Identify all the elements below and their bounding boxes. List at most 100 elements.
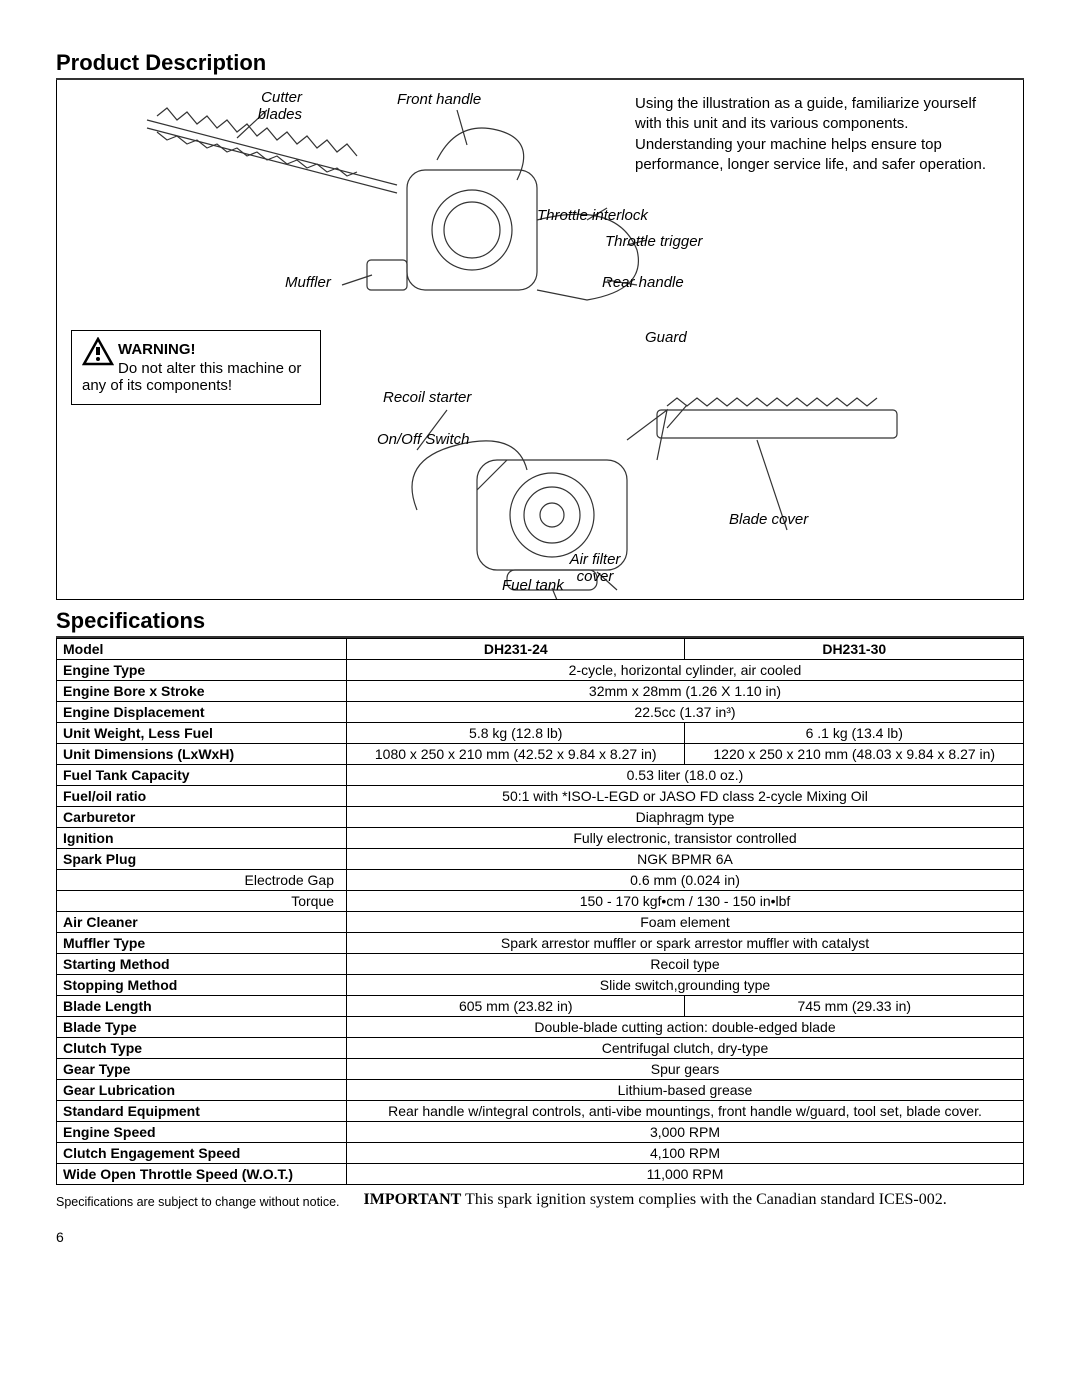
spec-value-cell: 5.8 kg (12.8 lb) xyxy=(347,723,685,744)
spec-value-cell: Slide switch,grounding type xyxy=(347,975,1024,996)
table-row: Wide Open Throttle Speed (W.O.T.)11,000 … xyxy=(57,1164,1024,1185)
table-row: Blade TypeDouble-blade cutting action: d… xyxy=(57,1017,1024,1038)
table-row: Gear TypeSpur gears xyxy=(57,1059,1024,1080)
warning-box: WARNING! Do not alter this machine or an… xyxy=(71,330,321,405)
table-row: Blade Length605 mm (23.82 in)745 mm (29.… xyxy=(57,996,1024,1017)
table-row: Air CleanerFoam element xyxy=(57,912,1024,933)
label-cutter-blades-text: Cutter blades xyxy=(258,89,302,123)
spec-label-cell: Torque xyxy=(57,891,347,912)
spec-value-cell: Spark arrestor muffler or spark arrestor… xyxy=(347,933,1024,954)
spec-value-cell: Diaphragm type xyxy=(347,807,1024,828)
label-throttle-trigger: Throttle trigger xyxy=(605,234,703,251)
table-row: Fuel Tank Capacity0.53 liter (18.0 oz.) xyxy=(57,765,1024,786)
warning-heading: WARNING! xyxy=(118,341,310,358)
warning-icon xyxy=(82,337,114,367)
spec-value-cell: 0.6 mm (0.024 in) xyxy=(347,870,1024,891)
specifications-table: Model DH231-24 DH231-30 Engine Type2-cyc… xyxy=(56,638,1024,1185)
spec-label-cell: Blade Length xyxy=(57,996,347,1017)
spec-label-cell: Engine Bore x Stroke xyxy=(57,681,347,702)
spec-label-cell: Muffler Type xyxy=(57,933,347,954)
table-row: Spark PlugNGK BPMR 6A xyxy=(57,849,1024,870)
spec-label-cell: Unit Dimensions (LxWxH) xyxy=(57,744,347,765)
label-cutter-blades: Cutter blades xyxy=(232,90,302,123)
spec-value-cell: 1220 x 250 x 210 mm (48.03 x 9.84 x 8.27… xyxy=(685,744,1024,765)
table-row: Fuel/oil ratio50:1 with *ISO-L-EGD or JA… xyxy=(57,786,1024,807)
table-row: Clutch TypeCentrifugal clutch, dry-type xyxy=(57,1038,1024,1059)
spec-label-cell: Electrode Gap xyxy=(57,870,347,891)
spec-label-cell: Unit Weight, Less Fuel xyxy=(57,723,347,744)
table-row: Muffler TypeSpark arrestor muffler or sp… xyxy=(57,933,1024,954)
label-air-filter-cover: Air filter cover xyxy=(555,552,635,585)
spec-label-cell: Blade Type xyxy=(57,1017,347,1038)
spec-value-cell: 11,000 RPM xyxy=(347,1164,1024,1185)
spec-label-cell: Standard Equipment xyxy=(57,1101,347,1122)
important-notice: IMPORTANT This spark ignition system com… xyxy=(364,1191,1024,1209)
table-row: Unit Weight, Less Fuel5.8 kg (12.8 lb)6 … xyxy=(57,723,1024,744)
spec-value-cell: 4,100 RPM xyxy=(347,1143,1024,1164)
table-row: Engine Type2-cycle, horizontal cylinder,… xyxy=(57,660,1024,681)
important-text: This spark ignition system complies with… xyxy=(461,1191,946,1208)
spec-value-cell: 150 - 170 kgf•cm / 130 - 150 in•lbf xyxy=(347,891,1024,912)
table-row: CarburetorDiaphragm type xyxy=(57,807,1024,828)
spec-label-cell: Starting Method xyxy=(57,954,347,975)
table-row: Stopping MethodSlide switch,grounding ty… xyxy=(57,975,1024,996)
label-recoil-starter: Recoil starter xyxy=(383,390,471,407)
page-number: 6 xyxy=(56,1229,1024,1245)
table-row: Gear LubricationLithium-based grease xyxy=(57,1080,1024,1101)
spec-value-cell: Lithium-based grease xyxy=(347,1080,1024,1101)
important-label: IMPORTANT xyxy=(364,1191,462,1208)
spec-label-cell: Gear Lubrication xyxy=(57,1080,347,1101)
table-row: Starting MethodRecoil type xyxy=(57,954,1024,975)
change-notice: Specifications are subject to change wit… xyxy=(56,1191,340,1209)
spec-value-cell: Fully electronic, transistor controlled xyxy=(347,828,1024,849)
spec-value-cell: Foam element xyxy=(347,912,1024,933)
spec-header-model: Model xyxy=(57,639,347,660)
label-blade-cover: Blade cover xyxy=(729,512,808,529)
specifications-heading: Specifications xyxy=(56,608,1024,638)
table-row: Engine Speed3,000 RPM xyxy=(57,1122,1024,1143)
spec-header-col2: DH231-30 xyxy=(685,639,1024,660)
label-fuel-tank: Fuel tank xyxy=(502,578,564,595)
spec-label-cell: Fuel/oil ratio xyxy=(57,786,347,807)
warning-body-text: Do not alter this machine or any of its … xyxy=(82,360,301,394)
label-front-handle: Front handle xyxy=(397,92,481,109)
spec-label-cell: Air Cleaner xyxy=(57,912,347,933)
spec-label-cell: Clutch Type xyxy=(57,1038,347,1059)
product-diagram: Using the illustration as a guide, famil… xyxy=(56,80,1024,600)
spec-label-cell: Stopping Method xyxy=(57,975,347,996)
intro-paragraph: Using the illustration as a guide, famil… xyxy=(635,94,1005,175)
table-row: Unit Dimensions (LxWxH)1080 x 250 x 210 … xyxy=(57,744,1024,765)
spec-value-cell: Double-blade cutting action: double-edge… xyxy=(347,1017,1024,1038)
spec-value-cell: 2-cycle, horizontal cylinder, air cooled xyxy=(347,660,1024,681)
spec-label-cell: Fuel Tank Capacity xyxy=(57,765,347,786)
footer-notes: Specifications are subject to change wit… xyxy=(56,1191,1024,1209)
spec-label-cell: Wide Open Throttle Speed (W.O.T.) xyxy=(57,1164,347,1185)
label-guard: Guard xyxy=(645,330,687,347)
product-description-heading: Product Description xyxy=(56,50,1024,80)
spec-value-cell: 22.5cc (1.37 in³) xyxy=(347,702,1024,723)
label-rear-handle: Rear handle xyxy=(602,275,684,292)
spec-label-cell: Clutch Engagement Speed xyxy=(57,1143,347,1164)
table-row: Engine Displacement22.5cc (1.37 in³) xyxy=(57,702,1024,723)
spec-value-cell: 32mm x 28mm (1.26 X 1.10 in) xyxy=(347,681,1024,702)
spec-value-cell: 6 .1 kg (13.4 lb) xyxy=(685,723,1024,744)
spec-value-cell: Rear handle w/integral controls, anti-vi… xyxy=(347,1101,1024,1122)
table-row: Standard EquipmentRear handle w/integral… xyxy=(57,1101,1024,1122)
table-row: Engine Bore x Stroke32mm x 28mm (1.26 X … xyxy=(57,681,1024,702)
spec-value-cell: 0.53 liter (18.0 oz.) xyxy=(347,765,1024,786)
label-muffler: Muffler xyxy=(285,275,331,292)
table-row: Torque150 - 170 kgf•cm / 130 - 150 in•lb… xyxy=(57,891,1024,912)
label-air-filter-cover-text: Air filter cover xyxy=(570,551,621,585)
label-on-off-switch: On/Off Switch xyxy=(377,432,470,449)
spec-header-col1: DH231-24 xyxy=(347,639,685,660)
spec-value-cell: 3,000 RPM xyxy=(347,1122,1024,1143)
table-row: Clutch Engagement Speed4,100 RPM xyxy=(57,1143,1024,1164)
spec-value-cell: NGK BPMR 6A xyxy=(347,849,1024,870)
spec-label-cell: Spark Plug xyxy=(57,849,347,870)
label-throttle-interlock: Throttle interlock xyxy=(537,208,648,225)
spec-label-cell: Carburetor xyxy=(57,807,347,828)
spec-value-cell: Spur gears xyxy=(347,1059,1024,1080)
warning-body: Do not alter this machine or any of its … xyxy=(82,360,310,394)
spec-label-cell: Engine Type xyxy=(57,660,347,681)
spec-label-cell: Gear Type xyxy=(57,1059,347,1080)
